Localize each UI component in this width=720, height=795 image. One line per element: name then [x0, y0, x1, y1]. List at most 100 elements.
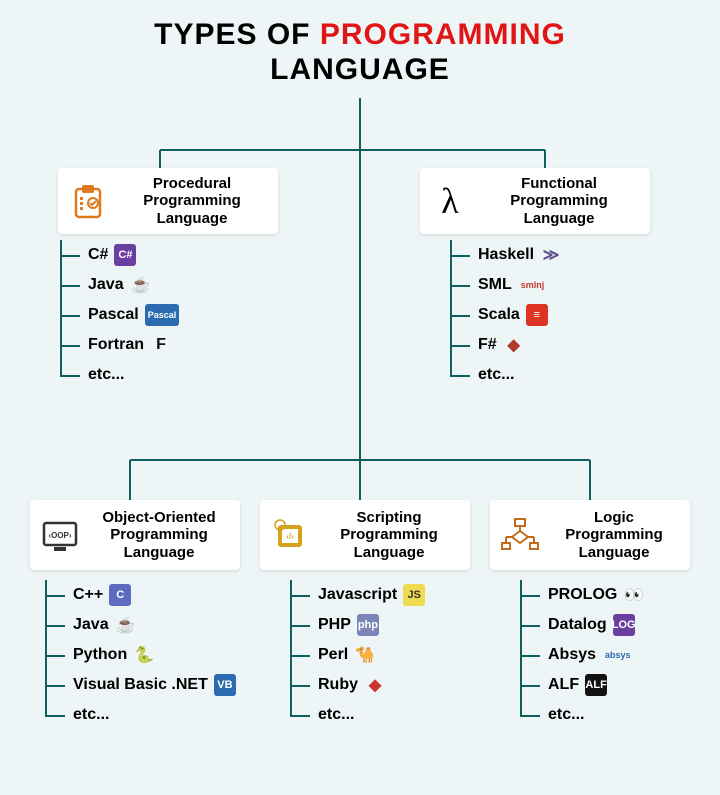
scroll-icon: ‹/› [270, 515, 310, 555]
list-item: Visual Basic .NET VB [45, 670, 236, 700]
language-icon: LOG [613, 614, 635, 636]
tree-tick [45, 640, 67, 670]
list-item: JavascriptJS [290, 580, 425, 610]
item-label: etc... [67, 706, 109, 724]
language-icon: ◆ [364, 674, 386, 696]
tree-tick [290, 640, 312, 670]
category-card-oop: ‹OOP› Object-Oriented Programming Langua… [30, 500, 240, 570]
category-label: Object-Oriented Programming Language [88, 509, 230, 561]
language-icon: C# [114, 244, 136, 266]
list-item: Ruby ◆ [290, 670, 425, 700]
item-name: etc... [318, 706, 354, 724]
item-label: ALFALF [542, 674, 607, 696]
page-title: TYPES OF PROGRAMMING LANGUAGE [0, 0, 720, 87]
tree-tick [520, 580, 542, 610]
list-item: PHP php [290, 610, 425, 640]
language-icon: VB [214, 674, 236, 696]
category-card-scripting: ‹/› Scripting Programming Language [260, 500, 470, 570]
item-name: Python [73, 646, 127, 664]
language-icon: F [150, 334, 172, 356]
category-card-functional: λ Functional Programming Language [420, 168, 650, 234]
item-label: Java☕ [67, 614, 137, 636]
category-label: Scripting Programming Language [318, 509, 460, 561]
lambda-icon: λ [430, 181, 470, 221]
item-name: etc... [478, 366, 514, 384]
tree-tick [60, 240, 82, 270]
category-label: Functional Programming Language [478, 175, 640, 227]
list-item: C++C [45, 580, 236, 610]
list-item: etc... [45, 700, 236, 730]
tree-tick [520, 670, 542, 700]
list-item: etc... [450, 360, 562, 390]
item-name: Java [88, 276, 124, 294]
item-name: ALF [548, 676, 579, 694]
tree-tick [45, 700, 67, 730]
list-item: Java☕ [45, 610, 236, 640]
list-item: SMLsmlnj [450, 270, 562, 300]
item-name: Datalog [548, 616, 607, 634]
item-label: etc... [542, 706, 584, 724]
items-oop: C++CJava☕Python🐍Visual Basic .NETVBetc..… [45, 580, 236, 730]
language-icon: Pascal [145, 304, 180, 326]
category-label: Procedural Programming Language [116, 175, 268, 227]
item-label: Scala≡ [472, 304, 548, 326]
list-item: Perl 🐪 [290, 640, 425, 670]
item-name: SML [478, 276, 512, 294]
tree-tick [450, 240, 472, 270]
clipboard-icon [68, 181, 108, 221]
language-icon: 👀 [623, 584, 645, 606]
language-icon: ◆ [503, 334, 525, 356]
list-item: Datalog LOG [520, 610, 645, 640]
tree-tick [45, 580, 67, 610]
item-label: C++C [67, 584, 131, 606]
item-name: Perl [318, 646, 348, 664]
item-label: Ruby ◆ [312, 674, 386, 696]
tree-tick [60, 270, 82, 300]
item-name: PHP [318, 616, 351, 634]
title-red: PROGRAMMING [320, 18, 566, 51]
tree-tick [290, 580, 312, 610]
item-name: Ruby [318, 676, 358, 694]
items-logic: PROLOG👀 Datalog LOG Absys absys ALFALF etc... [520, 580, 645, 730]
tree-tick [45, 670, 67, 700]
list-item: C# C# [60, 240, 179, 270]
language-icon: 🐪 [354, 644, 376, 666]
item-name: Visual Basic .NET [73, 676, 208, 694]
list-item: ALFALF [520, 670, 645, 700]
item-label: SMLsmlnj [472, 274, 547, 296]
item-label: etc... [312, 706, 354, 724]
list-item: Pascal Pascal [60, 300, 179, 330]
item-name: F# [478, 336, 497, 354]
item-name: Absys [548, 646, 596, 664]
items-functional: Haskell≫ SMLsmlnj Scala≡ F# ◆ etc... [450, 240, 562, 390]
list-item: Scala≡ [450, 300, 562, 330]
svg-text:‹OOP›: ‹OOP› [48, 531, 71, 540]
tree-tick [520, 610, 542, 640]
item-label: PROLOG👀 [542, 584, 645, 606]
list-item: etc... [290, 700, 425, 730]
language-icon: absys [602, 644, 634, 666]
tree-tick [520, 700, 542, 730]
language-icon: php [357, 614, 379, 636]
item-label: Haskell≫ [472, 244, 562, 266]
item-label: JavascriptJS [312, 584, 425, 606]
item-name: etc... [88, 366, 124, 384]
item-name: C# [88, 246, 108, 264]
item-name: Java [73, 616, 109, 634]
item-label: Pascal Pascal [82, 304, 179, 326]
tree-tick [450, 300, 472, 330]
svg-text:‹/›: ‹/› [286, 532, 294, 541]
flowchart-icon [500, 515, 540, 555]
item-label: Java ☕ [82, 274, 152, 296]
item-label: Visual Basic .NET VB [67, 674, 236, 696]
item-name: Pascal [88, 306, 139, 324]
tree-tick [520, 640, 542, 670]
list-item: F# ◆ [450, 330, 562, 360]
tree-tick [60, 360, 82, 390]
language-icon: ☕ [130, 274, 152, 296]
item-name: Javascript [318, 586, 397, 604]
category-card-procedural: Procedural Programming Language [58, 168, 278, 234]
item-label: FortranF [82, 334, 172, 356]
list-item: Absys absys [520, 640, 645, 670]
item-label: Perl 🐪 [312, 644, 376, 666]
